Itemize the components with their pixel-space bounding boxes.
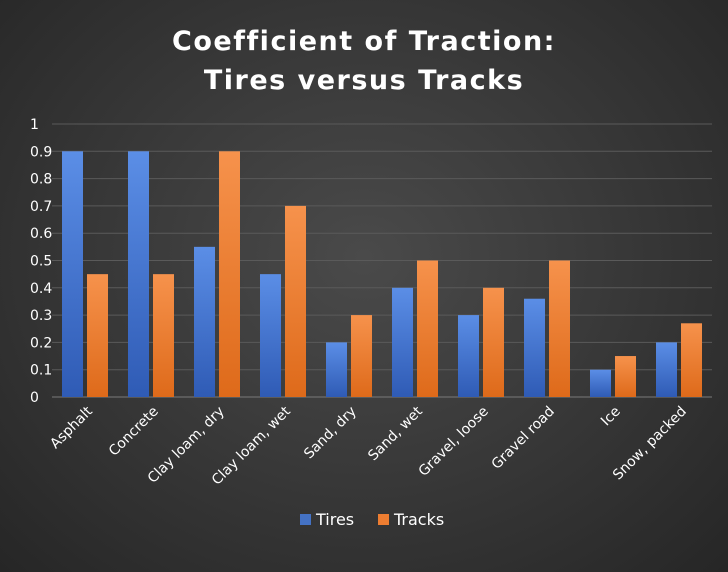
y-tick-label: 0.3 <box>30 308 52 324</box>
bar-tires-8 <box>590 369 611 397</box>
bar-tires-3 <box>260 274 281 397</box>
y-tick-label: 0 <box>30 390 39 406</box>
category-label: Asphalt <box>47 403 96 452</box>
legend-swatch-tracks <box>378 514 389 525</box>
bar-tires-1 <box>128 151 149 397</box>
category-label: Sand, dry <box>301 404 360 463</box>
y-tick-label: 0.1 <box>30 363 52 379</box>
y-tick-label: 0.8 <box>30 172 52 188</box>
legend-label-tracks: Tracks <box>393 510 444 529</box>
y-tick-label: 1 <box>30 117 39 133</box>
category-label: Gravel, loose <box>416 404 492 480</box>
bar-tracks-3 <box>285 205 306 397</box>
chart-title-line-2: Tires versus Tracks <box>204 65 524 96</box>
category-label: Concrete <box>106 404 162 460</box>
bar-tires-4 <box>326 342 347 397</box>
y-tick-label: 0.2 <box>30 335 52 351</box>
category-label: Gravel road <box>489 404 558 473</box>
y-tick-label: 0.7 <box>30 199 52 215</box>
legend: Tires Tracks <box>300 510 444 529</box>
bars <box>62 151 702 397</box>
bar-tracks-8 <box>615 356 636 397</box>
bar-tracks-4 <box>351 315 372 397</box>
bar-tracks-9 <box>681 323 702 397</box>
bar-tracks-2 <box>219 151 240 397</box>
bar-tracks-1 <box>153 274 174 397</box>
bar-tracks-0 <box>87 274 108 397</box>
legend-swatch-tires <box>300 514 311 525</box>
gridlines <box>52 123 712 398</box>
category-label: Sand, wet <box>365 403 426 464</box>
bar-tires-6 <box>458 315 479 397</box>
bar-tracks-7 <box>549 260 570 397</box>
chart-title-line-1: Coefficient of Traction: <box>172 26 556 57</box>
chart-title: Coefficient of Traction: Tires versus Tr… <box>172 26 556 96</box>
legend-label-tires: Tires <box>315 510 354 529</box>
bar-tires-9 <box>656 342 677 397</box>
bar-tires-0 <box>62 151 83 397</box>
category-label: Ice <box>598 404 624 430</box>
y-tick-label: 0.5 <box>30 254 52 270</box>
y-tick-label: 0.6 <box>30 226 52 242</box>
bar-tracks-6 <box>483 287 504 397</box>
y-tick-label: 0.4 <box>30 281 52 297</box>
bar-tires-7 <box>524 298 545 397</box>
bar-tires-5 <box>392 287 413 397</box>
y-tick-label: 0.9 <box>30 144 52 160</box>
y-axis-ticks: 0 0.1 0.2 0.3 0.4 0.5 0.6 0.7 0.8 0.9 1 <box>30 117 52 406</box>
bar-tracks-5 <box>417 260 438 397</box>
bar-tires-2 <box>194 246 215 397</box>
